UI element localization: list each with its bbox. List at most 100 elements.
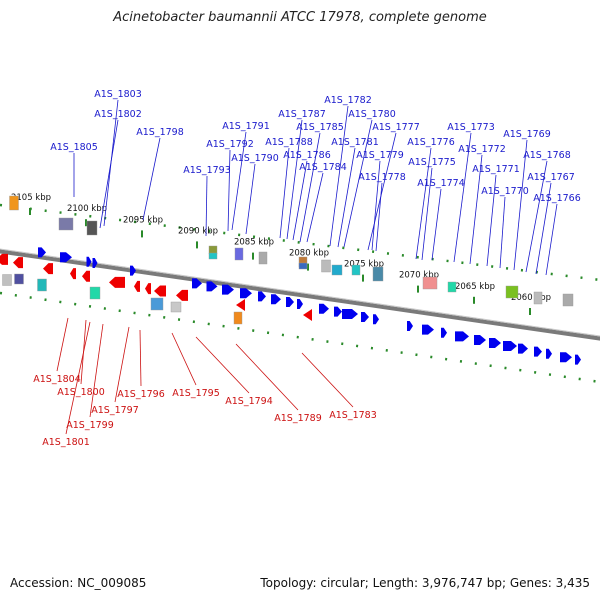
forward-label-leader	[306, 172, 324, 243]
forward-label-leader	[375, 182, 383, 252]
feature-block	[372, 266, 384, 282]
forward-gene-arrow	[361, 312, 369, 322]
forward-gene-label: A1S_1786	[283, 150, 331, 161]
forward-gene-arrow	[258, 291, 266, 302]
forward-label-leader	[499, 196, 506, 269]
forward-gene-label: A1S_1777	[372, 122, 420, 133]
reverse-gene-arrow	[0, 253, 8, 265]
ruler-label: 2075 kbp	[344, 260, 384, 270]
forward-label-leader	[337, 147, 356, 248]
forward-gene-label: A1S_1787	[278, 109, 326, 120]
forward-gene-arrow	[560, 352, 572, 363]
forward-label-leader	[231, 131, 247, 231]
ruler-label: 2095 kbp	[123, 215, 163, 225]
forward-gene-arrow	[503, 341, 517, 351]
forward-gene-arrow	[192, 278, 202, 289]
forward-gene-arrow	[60, 252, 72, 263]
reverse-gene-arrow	[176, 289, 188, 301]
feature-block	[321, 259, 331, 273]
forward-gene-arrow	[407, 321, 413, 331]
forward-label-leader	[205, 175, 208, 237]
reverse-label-leader	[114, 326, 130, 403]
ruler-label: 2085 kbp	[234, 238, 274, 248]
forward-gene-arrow	[334, 306, 342, 317]
forward-gene-arrow	[441, 327, 447, 338]
forward-label-leader	[371, 160, 381, 251]
feature-block	[447, 281, 457, 293]
feature-block	[14, 273, 24, 285]
forward-label-leader	[431, 188, 442, 261]
reverse-gene-label: A1S_1783	[329, 410, 377, 421]
forward-label-leader	[279, 147, 290, 239]
forward-label-leader	[99, 119, 119, 229]
forward-gene-arrow	[422, 324, 434, 335]
forward-gene-label: A1S_1788	[265, 137, 313, 148]
feature-block	[298, 262, 308, 270]
forward-label-leader	[453, 132, 472, 263]
ruler-label: 2065 kbp	[455, 282, 495, 292]
forward-gene-label: A1S_1779	[356, 150, 404, 161]
reverse-gene-arrow	[13, 257, 23, 269]
forward-label-leader	[469, 154, 483, 265]
reverse-label-leader	[56, 317, 69, 372]
ruler-label: 2070 kbp	[399, 271, 439, 281]
forward-label-leader	[142, 137, 161, 221]
reverse-gene-arrow	[145, 283, 151, 295]
forward-gene-arrow	[546, 348, 552, 359]
feature-block	[562, 293, 574, 307]
genome-summary-text: Topology: circular; Length: 3,976,747 bp…	[260, 576, 590, 590]
forward-gene-label: A1S_1775	[408, 157, 456, 168]
feature-block	[9, 195, 19, 211]
forward-gene-arrow	[342, 309, 358, 319]
forward-gene-arrow	[271, 294, 281, 305]
forward-gene-arrow	[518, 343, 528, 354]
reverse-gene-label: A1S_1789	[274, 413, 322, 424]
feature-block	[533, 291, 543, 305]
ruler-label: 2100 kbp	[67, 204, 107, 214]
forward-gene-label: A1S_1768	[523, 150, 571, 161]
forward-gene-label: A1S_1780	[348, 109, 396, 120]
forward-gene-label: A1S_1782	[324, 95, 372, 106]
forward-gene-label: A1S_1784	[299, 162, 347, 173]
forward-gene-arrow	[297, 299, 303, 309]
forward-label-leader	[227, 149, 231, 232]
reverse-gene-arrow	[303, 309, 312, 321]
forward-gene-label: A1S_1791	[222, 121, 270, 132]
forward-gene-label: A1S_1766	[533, 193, 581, 204]
forward-gene-arrow	[92, 258, 98, 268]
forward-label-leader	[343, 119, 373, 248]
ruler-label: 2090 kbp	[178, 226, 218, 236]
reverse-label-leader	[65, 321, 91, 435]
feature-block	[2, 274, 12, 286]
forward-label-leader	[292, 160, 308, 241]
forward-gene-label: A1S_1771	[472, 164, 520, 175]
feature-block	[234, 247, 244, 261]
forward-label-leader	[545, 203, 558, 276]
forward-gene-arrow	[222, 284, 234, 295]
forward-gene-arrow	[130, 265, 136, 276]
reverse-gene-label: A1S_1797	[91, 405, 139, 416]
forward-gene-arrow	[206, 281, 218, 292]
forward-gene-arrow	[240, 288, 252, 299]
feature-block	[58, 217, 74, 231]
forward-gene-label: A1S_1778	[358, 172, 406, 183]
reverse-gene-arrow	[134, 280, 140, 292]
forward-gene-arrow	[455, 331, 469, 342]
page-title: Acinetobacter baumannii ATCC 17978, comp…	[113, 10, 487, 25]
forward-label-leader	[245, 163, 256, 235]
forward-label-leader	[367, 132, 397, 251]
reverse-label-leader	[171, 332, 197, 386]
forward-gene-label: A1S_1793	[183, 165, 231, 176]
feature-block	[89, 286, 101, 300]
forward-gene-arrow	[319, 303, 329, 314]
forward-gene-label: A1S_1774	[417, 178, 465, 189]
reverse-gene-label: A1S_1795	[172, 388, 220, 399]
forward-label-leader	[329, 105, 349, 247]
ruler-label: 2080 kbp	[289, 249, 329, 259]
reverse-gene-arrow	[236, 299, 245, 311]
reverse-label-leader	[89, 323, 104, 418]
forward-gene-arrow	[373, 314, 379, 325]
forward-gene-label: A1S_1790	[231, 153, 279, 164]
reverse-gene-label: A1S_1794	[225, 396, 273, 407]
forward-label-leader	[525, 160, 548, 273]
